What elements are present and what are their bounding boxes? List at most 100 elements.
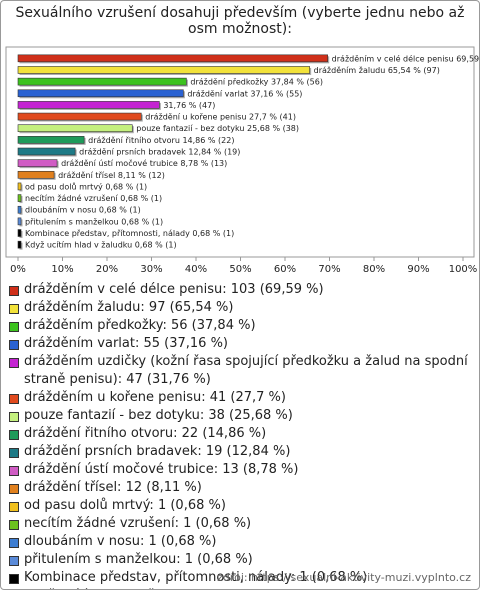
bar: [17, 147, 76, 156]
legend-item: dráždění ústí močové trubice: 13 (8,78 %…: [7, 461, 473, 479]
value-label: dráždění varlat 37,16 % (55): [187, 89, 302, 98]
legend-item: drážděním žaludu: 97 (65,54 %): [7, 299, 473, 317]
bar: [17, 240, 22, 249]
legend-item: Kombinace představ, přítomnosti, nálady:…: [7, 569, 473, 587]
x-tick-label: 20%: [96, 264, 118, 275]
x-tick-label: 40%: [185, 264, 207, 275]
bar: [17, 182, 22, 191]
chart: 0% 10% 20% 30% 40% 50% 60% 70% 80% 90% 100% drážděn…: [5, 46, 479, 275]
source: zdroj: https://sexualni-aktivity-muzi.vy…: [217, 571, 471, 584]
legend-swatch: [9, 358, 19, 368]
legend-label: drážděním varlat: 55 (37,16 %): [24, 336, 228, 351]
bar: [17, 89, 184, 98]
legend-item: pouze fantazií - bez dotyku: 38 (25,68 %…: [7, 407, 473, 425]
legend-swatch: [9, 448, 19, 458]
x-tick-label: 100%: [449, 264, 478, 275]
legend-label: Kombinace představ, přítomnosti, nálady:…: [24, 570, 368, 585]
legend-swatch: [9, 556, 19, 566]
legend: drážděním v celé délce penisu: 103 (69,5…: [7, 281, 473, 589]
legend-swatch: [9, 574, 19, 584]
x-tick-label: 90%: [407, 264, 429, 275]
bar: [17, 101, 160, 109]
value-label: dráždění třísel 8,11 % (12): [58, 171, 165, 180]
bar: [17, 54, 328, 63]
value-label: necítím žádné vzrušení 0,68 % (1): [25, 193, 162, 203]
bar: [17, 124, 133, 133]
legend-swatch: [9, 304, 19, 314]
legend-label: od pasu dolů mrtvý: 1 (0,68 %): [24, 498, 226, 513]
legend-item: drážděním uzdičky (kožní řasa spojující …: [7, 353, 473, 389]
legend-label: přitulením s manželkou: 1 (0,68 %): [24, 552, 253, 567]
legend-item: dloubáním v nosu: 1 (0,68 %): [7, 533, 473, 551]
x-tick-label: 60%: [274, 264, 296, 275]
bar: [17, 159, 58, 167]
bar: [17, 66, 310, 74]
legend-swatch: [9, 484, 19, 494]
legend-item: přitulením s manželkou: 1 (0,68 %): [7, 551, 473, 569]
legend-item: Když ucítím hlad v žaludku : 1 (0,68 %): [7, 587, 473, 589]
legend-item: dráždění řitního otvoru: 22 (14,86 %): [7, 425, 473, 443]
legend-item: drážděním v celé délce penisu: 103 (69,5…: [7, 281, 473, 299]
legend-item: drážděním u kořene penisu: 41 (27,7 %): [7, 389, 473, 407]
bar: [17, 136, 85, 144]
x-tick-label: 50%: [229, 264, 251, 275]
bar: [17, 217, 22, 226]
bar: [17, 170, 55, 179]
x-tick-label: 80%: [363, 264, 385, 275]
value-label: 31,76 % (47): [163, 101, 215, 110]
legend-label: Když ucítím hlad v žaludku : 1 (0,68 %): [24, 587, 279, 589]
legend-swatch: [9, 430, 19, 440]
value-label: přitulením s manželkou 0,68 % (1): [25, 217, 163, 226]
legend-item: dráždění prsních bradavek: 19 (12,84 %): [7, 443, 473, 461]
legend-item: necítím žádné vzrušení: 1 (0,68 %): [7, 515, 473, 533]
x-tick-label: 70%: [318, 264, 340, 275]
legend-item: drážděním varlat: 55 (37,16 %): [7, 335, 473, 353]
legend-swatch: [9, 394, 19, 404]
value-label: dloubáním v nosu 0,68 % (1): [25, 206, 141, 215]
value-label: od pasu dolů mrtvý 0,68 % (1): [25, 181, 147, 191]
legend-label: dráždění třísel: 12 (8,11 %): [24, 480, 202, 495]
legend-label: dráždění prsních bradavek: 19 (12,84 %): [24, 444, 291, 459]
legend-label: drážděním uzdičky (kožní řasa spojující …: [24, 354, 468, 387]
legend-swatch: [9, 502, 19, 512]
value-label: dráždění řitního otvoru 14,86 % (22): [88, 136, 234, 145]
bar: [17, 229, 22, 237]
value-label: dráždění u kořene penisu 27,7 % (41): [145, 113, 296, 122]
value-label: dráždění předkožky 37,84 % (56): [190, 78, 323, 87]
legend-item: dráždění třísel: 12 (8,11 %): [7, 479, 473, 497]
value-label: dráždění prsních bradavek 12,84 % (19): [79, 148, 240, 157]
x-tick-label: 30%: [140, 264, 162, 275]
value-label: drážděním v celé délce penisu 69,59 % (1…: [332, 53, 479, 63]
bar: [17, 77, 187, 86]
legend-label: drážděním žaludu: 97 (65,54 %): [24, 300, 234, 315]
chart-title: Sexuálního vzrušení dosahuji především (…: [15, 5, 465, 37]
legend-label: necítím žádné vzrušení: 1 (0,68 %): [24, 516, 252, 531]
legend-label: drážděním předkožky: 56 (37,84 %): [24, 318, 256, 333]
legend-label: dloubáním v nosu: 1 (0,68 %): [24, 534, 217, 549]
value-label: Kombinace představ, přítomnosti, nálady …: [25, 229, 234, 238]
legend-swatch: [9, 466, 19, 476]
legend-swatch: [9, 322, 19, 332]
legend-swatch: [9, 520, 19, 530]
legend-swatch: [9, 340, 19, 350]
legend-swatch: [9, 412, 19, 422]
value-label: pouze fantazií - bez dotyku 25,68 % (38): [136, 124, 299, 133]
value-label: drážděním žaludu 65,54 % (97): [314, 66, 440, 75]
bar: [17, 194, 22, 202]
legend-label: pouze fantazií - bez dotyku: 38 (25,68 %…: [24, 408, 293, 423]
x-tick-label: 10%: [51, 264, 73, 275]
value-label: Když ucítím hlad v žaludku 0,68 % (1): [25, 241, 177, 250]
x-tick-label: 0%: [10, 264, 26, 275]
legend-label: dráždění řitního otvoru: 22 (14,86 %): [24, 426, 267, 441]
value-label: dráždění ústí močové trubice 8,78 % (13): [61, 158, 227, 168]
legend-label: dráždění ústí močové trubice: 13 (8,78 %…: [24, 462, 299, 477]
bar: [17, 112, 142, 121]
legend-item: drážděním předkožky: 56 (37,84 %): [7, 317, 473, 335]
legend-item: od pasu dolů mrtvý: 1 (0,68 %): [7, 497, 473, 515]
bar: [17, 205, 22, 214]
legend-swatch: [9, 538, 19, 548]
legend-label: drážděním v celé délce penisu: 103 (69,5…: [24, 282, 324, 297]
legend-swatch: [9, 286, 19, 296]
legend-label: drážděním u kořene penisu: 41 (27,7 %): [24, 390, 286, 405]
